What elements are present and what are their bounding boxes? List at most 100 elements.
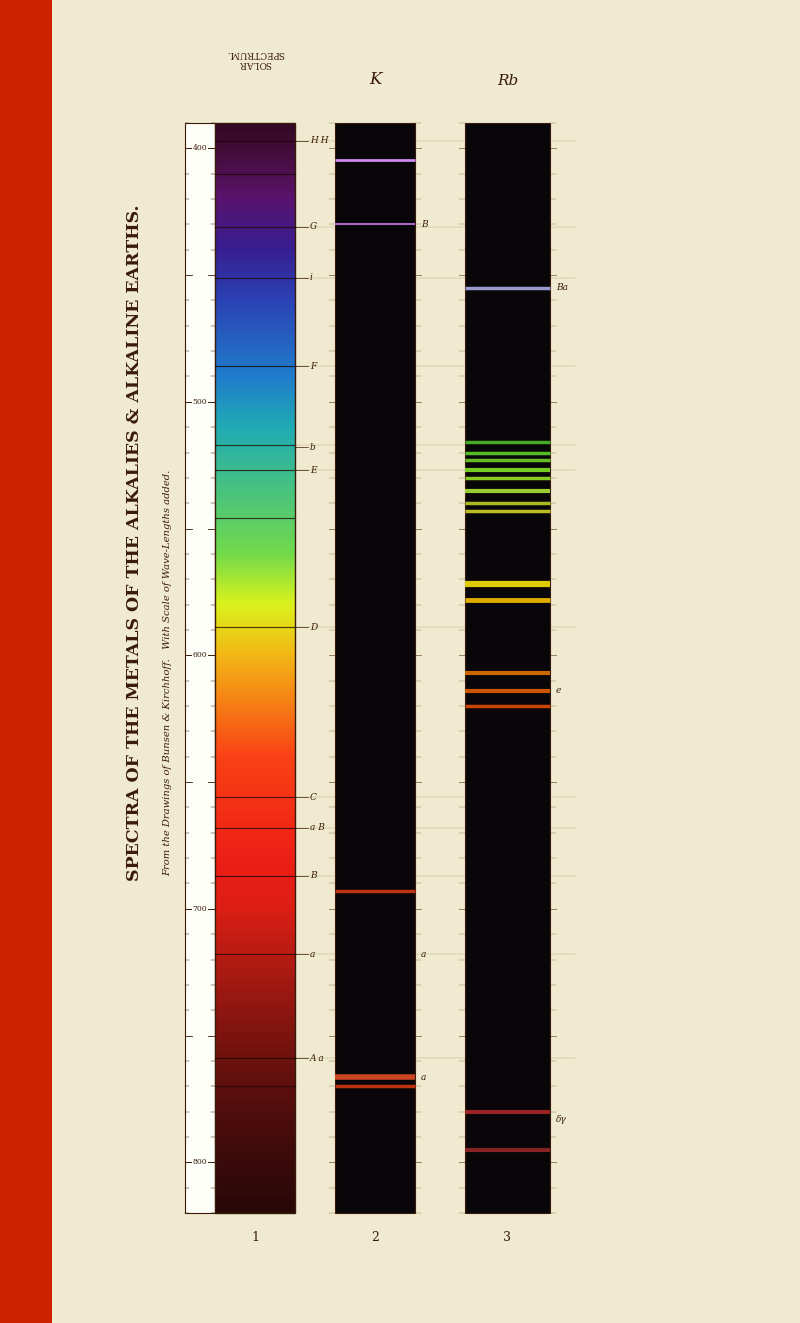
Bar (215, 926, 295, 927)
Bar (215, 156, 295, 157)
Bar (215, 542, 295, 544)
Bar (215, 844, 295, 845)
Bar (215, 750, 295, 751)
Bar (215, 962, 295, 963)
Bar (215, 347, 295, 348)
Bar (215, 754, 295, 755)
Bar (215, 568, 295, 569)
Text: 700: 700 (193, 905, 207, 913)
Bar (215, 298, 295, 299)
Bar (215, 406, 295, 407)
Bar (215, 894, 295, 897)
Bar (215, 971, 295, 972)
Text: 500: 500 (193, 398, 207, 406)
Bar (215, 208, 295, 209)
Bar (215, 283, 295, 284)
Bar (215, 868, 295, 869)
Bar (215, 254, 295, 255)
Bar (215, 533, 295, 534)
Bar (215, 1200, 295, 1203)
Bar (215, 1181, 295, 1184)
Bar (215, 1025, 295, 1028)
Bar (215, 328, 295, 331)
Bar (215, 745, 295, 746)
Bar (215, 1168, 295, 1171)
Bar (215, 914, 295, 917)
Bar (215, 597, 295, 598)
Bar (215, 1209, 295, 1211)
Bar (215, 1020, 295, 1023)
Bar (215, 758, 295, 761)
Bar (215, 1179, 295, 1180)
Bar (215, 796, 295, 798)
Bar (215, 1140, 295, 1142)
Bar (215, 828, 295, 830)
Bar (215, 143, 295, 144)
Bar (215, 286, 295, 288)
Bar (215, 422, 295, 425)
Bar (215, 898, 295, 900)
Bar (215, 720, 295, 721)
Bar (215, 841, 295, 843)
Bar (215, 503, 295, 504)
Bar (215, 1058, 295, 1060)
Bar (215, 614, 295, 615)
Bar (215, 434, 295, 435)
Bar (215, 894, 295, 896)
Bar (215, 688, 295, 689)
Bar (215, 859, 295, 860)
Bar (215, 135, 295, 136)
Bar (215, 161, 295, 163)
Bar (215, 1125, 295, 1126)
Bar (215, 677, 295, 680)
Bar (215, 909, 295, 910)
Bar (215, 299, 295, 300)
Bar (215, 372, 295, 373)
Bar (215, 763, 295, 765)
Text: δγ: δγ (556, 1115, 566, 1123)
Bar (215, 250, 295, 251)
Bar (215, 572, 295, 574)
Bar (215, 691, 295, 692)
Bar (215, 550, 295, 552)
Bar (215, 259, 295, 261)
Bar (215, 1076, 295, 1077)
Bar (215, 554, 295, 556)
Bar (215, 1148, 295, 1150)
Bar (215, 496, 295, 499)
Bar (215, 832, 295, 835)
Text: B: B (310, 872, 317, 880)
Bar (215, 769, 295, 770)
Bar (215, 627, 295, 628)
Bar (215, 341, 295, 343)
Bar (215, 505, 295, 507)
Bar (215, 291, 295, 292)
Bar (215, 484, 295, 487)
Bar (215, 758, 295, 759)
Bar (215, 1129, 295, 1130)
Bar (215, 582, 295, 583)
Bar (215, 1119, 295, 1122)
Bar (215, 318, 295, 319)
Bar (215, 955, 295, 957)
Bar (215, 472, 295, 475)
Bar (215, 1095, 295, 1097)
Bar (215, 1015, 295, 1016)
Bar (215, 382, 295, 384)
Bar (215, 1171, 295, 1172)
Bar (215, 577, 295, 578)
Bar (215, 123, 295, 124)
Bar (215, 724, 295, 725)
Bar (215, 1028, 295, 1029)
Bar (215, 1016, 295, 1017)
Bar (215, 1185, 295, 1187)
Bar (215, 529, 295, 531)
Bar (215, 916, 295, 917)
Bar (215, 713, 295, 714)
Bar (215, 540, 295, 542)
Bar (215, 1086, 295, 1088)
Bar (215, 1193, 295, 1196)
Bar (215, 822, 295, 823)
Bar (215, 696, 295, 697)
Bar (215, 304, 295, 307)
